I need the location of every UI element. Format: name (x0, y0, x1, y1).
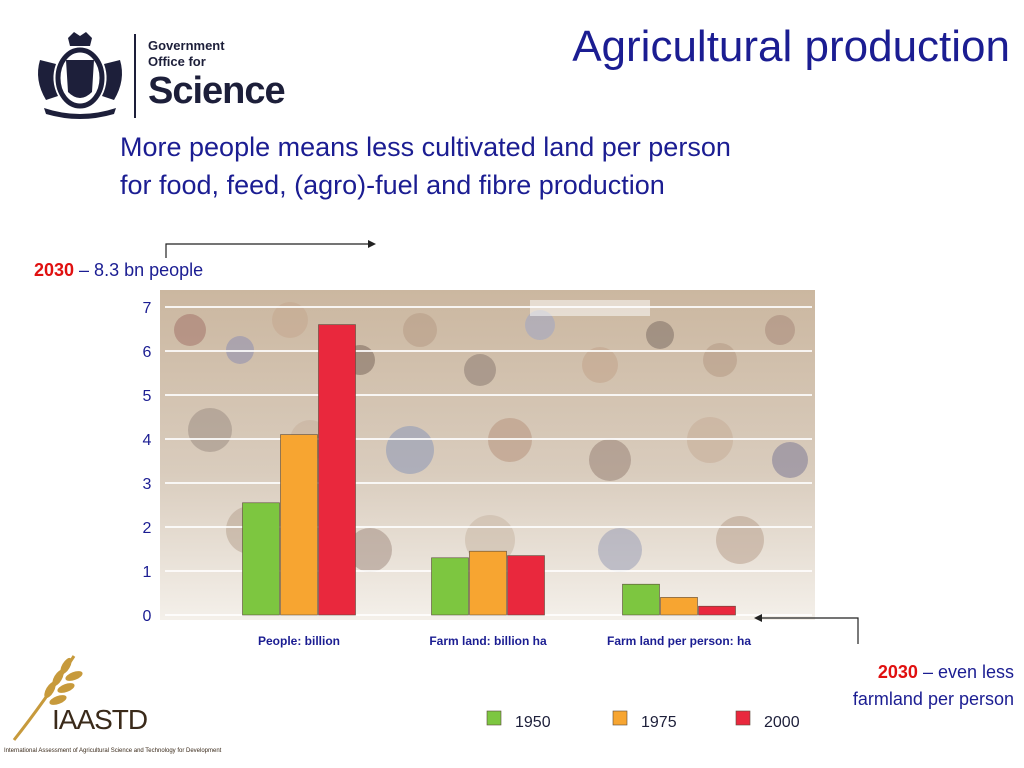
x-category-label: Farm land: billion ha (429, 634, 547, 648)
legend-label: 2000 (764, 714, 800, 731)
y-tick-label: 7 (143, 300, 152, 317)
bar (280, 434, 318, 616)
royal-crest-icon (38, 32, 122, 119)
gov-logo-line-3: Science (148, 70, 286, 112)
wheat-icon (12, 655, 83, 741)
annotation-left-text: – 8.3 bn people (74, 260, 204, 280)
x-category-label: Farm land per person: ha (607, 634, 751, 648)
x-category-label: People: billion (258, 634, 340, 648)
slide-subtitle: More people means less cultivated land p… (120, 128, 731, 204)
y-tick-label: 5 (143, 388, 152, 405)
y-tick-label: 4 (143, 432, 152, 449)
y-tick-label: 6 (143, 344, 152, 361)
gov-logo-line-1: Government (148, 38, 225, 53)
annotation-2030-people: 2030 – 8.3 bn people (34, 260, 203, 281)
bar (318, 324, 356, 616)
annotation-left-year: 2030 (34, 260, 75, 280)
subtitle-line-2: for food, feed, (agro)-fuel and fibre pr… (120, 170, 665, 200)
y-tick-label: 0 (143, 608, 152, 625)
subtitle-line-1: More people means less cultivated land p… (120, 132, 731, 162)
bar (660, 597, 698, 616)
iaastd-name: IAASTD (52, 704, 148, 735)
bar (698, 605, 736, 616)
annotation-right-arrow (754, 614, 859, 644)
iaastd-logo: IAASTD International Assessment of Agric… (4, 652, 284, 762)
annotation-2030-farmland: 2030 – even less farmland per person (760, 659, 1014, 713)
legend-swatch (486, 710, 502, 726)
legend-label: 1975 (641, 714, 677, 731)
legend-label: 1950 (515, 714, 551, 731)
legend-swatch (735, 710, 751, 726)
gov-office-science-logo: Government Office for Science (30, 30, 330, 120)
annotation-right-text-2: farmland per person (852, 689, 1014, 709)
annotation-right-year: 2030 (877, 662, 918, 682)
bar (469, 550, 507, 616)
gov-logo-line-2: Office for (148, 54, 206, 69)
bar (431, 557, 469, 616)
bar (622, 583, 660, 616)
logo-divider (134, 34, 136, 118)
iaastd-tagline: International Assessment of Agricultural… (4, 748, 222, 754)
y-tick-label: 1 (143, 564, 152, 581)
bar (242, 502, 280, 616)
bar (507, 555, 545, 616)
annotation-left-arrow (165, 240, 376, 258)
y-tick-label: 2 (143, 520, 152, 537)
y-tick-label: 3 (143, 476, 152, 493)
legend-swatch (612, 710, 628, 726)
annotation-right-text-1: – even less (917, 662, 1014, 682)
slide-title: Agricultural production (572, 22, 1010, 71)
